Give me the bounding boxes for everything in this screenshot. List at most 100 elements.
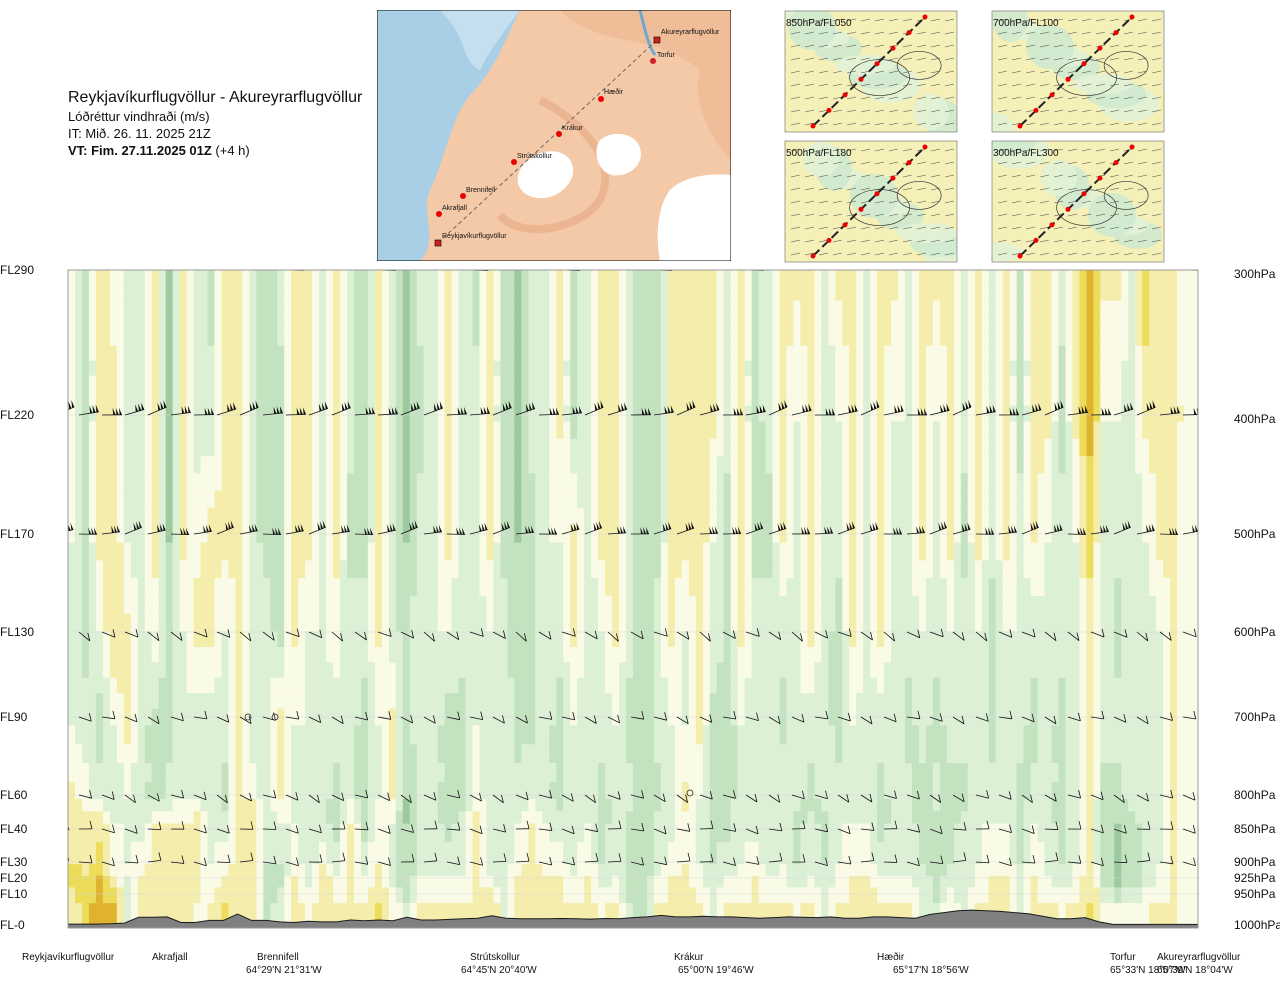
field-cell [109,390,118,406]
field-cell [877,315,885,331]
field-cell [242,405,250,422]
field-cell [151,646,160,663]
field-cell [305,375,313,391]
field-cell [730,762,739,782]
field-cell [256,405,264,422]
field-cell [88,405,97,422]
field-cell [186,577,195,596]
field-cell [68,724,76,745]
field-cell [249,577,257,596]
field-cell [423,490,432,508]
field-cell [221,677,230,694]
field-cell [870,902,878,926]
field-cell [528,315,536,331]
field-cell [214,823,223,842]
field-cell [660,841,669,865]
field-cell [667,595,676,614]
field-cell [591,762,599,782]
field-cell [605,661,613,678]
field-cell [242,724,250,745]
field-cell [402,823,411,842]
field-cell [68,798,76,812]
field-cell [381,810,390,824]
field-cell [793,875,801,888]
field-cell [751,524,760,543]
field-cell [458,270,467,286]
field-cell [674,300,683,316]
field-cell [737,420,746,439]
field-cell [277,559,285,579]
field-cell [165,841,174,865]
field-cell [681,595,690,614]
field-cell [563,360,571,376]
field-cell [123,405,132,422]
field-cell [584,875,592,888]
field-cell [577,743,585,764]
field-cell [647,875,655,888]
field-cell [647,345,655,361]
field-cell [423,661,432,678]
field-cell [102,490,111,508]
field-cell [158,472,167,491]
field-cell [577,762,585,782]
field-cell [653,300,662,316]
field-cell [486,863,495,876]
field-cell [500,781,509,799]
field-cell [193,875,202,888]
field-cell [577,345,585,361]
field-cell [919,438,927,457]
field-cell [667,661,676,678]
field-cell [709,902,718,926]
field-cell [765,902,774,926]
field-cell [82,781,90,799]
field-cell [647,360,655,376]
field-cell [821,507,829,526]
field-cell [270,577,278,596]
field-cell [354,390,362,406]
field-cell [653,743,662,764]
field-cell [891,438,899,457]
field-cell [891,595,899,614]
field-cell [647,762,655,782]
field-cell [298,507,306,526]
field-cell [193,345,202,361]
field-cell [340,490,348,508]
field-cell [374,472,383,491]
field-cell [786,798,795,812]
field-cell [500,724,509,745]
field-cell [647,841,655,865]
field-cell [814,455,822,474]
field-cell [660,692,669,709]
field-cell [235,405,243,422]
field-cell [633,270,641,286]
field-cell [821,438,829,457]
field-cell [598,542,606,561]
field-cell [235,420,243,439]
field-cell [158,724,167,745]
field-cell [88,781,97,799]
field-cell [919,762,927,782]
field-cell [584,330,592,346]
field-cell [640,630,648,647]
field-cell [842,559,850,579]
field-cell [744,823,753,842]
field-cell [95,315,104,331]
field-cell [451,455,460,474]
field-cell [584,345,592,361]
field-cell [556,360,564,376]
field-cell [416,315,425,331]
field-cell [340,315,348,331]
field-cell [193,743,202,764]
field-cell [361,863,369,876]
field-cell [688,455,697,474]
field-cell [542,542,550,561]
field-cell [221,630,230,647]
field-cell [472,360,481,376]
field-cell [807,724,815,745]
field-cell [793,630,801,647]
field-cell [123,692,132,709]
field-cell [828,863,836,876]
field-cell [381,630,390,647]
field-cell [856,542,864,561]
field-cell [493,420,502,439]
